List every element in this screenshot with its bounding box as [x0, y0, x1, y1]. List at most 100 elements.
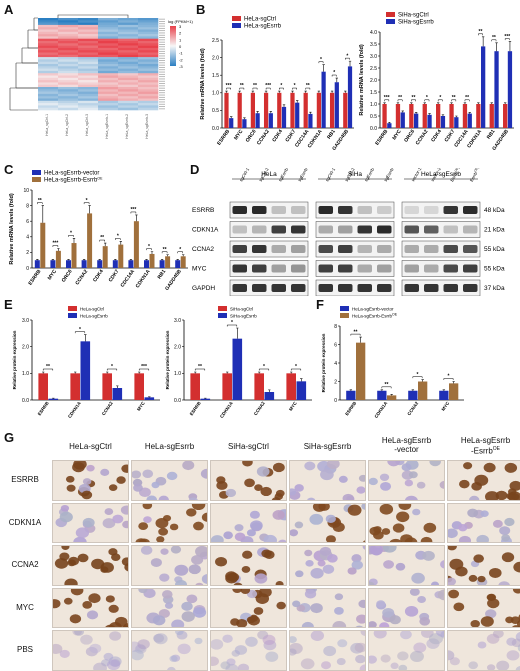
error-bar	[160, 259, 164, 261]
significance-bracket	[350, 333, 361, 336]
heatmap-cell	[138, 75, 159, 79]
heatmap-cell	[118, 41, 139, 44]
bar	[254, 373, 264, 400]
ihc-image	[289, 545, 366, 586]
significance-label: **	[46, 364, 50, 370]
heatmap-cell	[138, 84, 159, 88]
significance-bracket	[265, 87, 271, 90]
y-axis-label: Relative mRNA levels (fold)	[359, 44, 365, 115]
chart-e-right-svg: 0.0 1.0 2.0 3.0 Relative protein expression *…	[165, 306, 312, 419]
significance-label: *	[280, 83, 282, 89]
bar	[180, 256, 186, 268]
bar	[439, 390, 449, 400]
heatmap-cell	[58, 57, 79, 60]
heatmap-cell	[38, 96, 59, 99]
category-label: CDK4	[271, 129, 284, 144]
error-bar	[106, 371, 109, 374]
heatmap-cell	[118, 20, 139, 23]
chart-e-left-svg: 0.0 1.0 2.0 3.0 Relative protein expression *…	[12, 306, 160, 419]
ihc-image	[368, 630, 445, 671]
heatmap-cell	[138, 50, 159, 53]
category-label: ESRRB	[344, 400, 358, 416]
error-bar	[103, 242, 107, 247]
bar	[422, 104, 427, 128]
significance-bracket	[239, 87, 245, 90]
significance-label: **	[253, 83, 257, 89]
heatmap-cell	[58, 52, 79, 56]
ihc-image	[131, 502, 208, 543]
ihc-image	[447, 630, 520, 671]
heatmap-cell	[118, 54, 139, 58]
bar	[87, 213, 93, 268]
blot-band	[318, 206, 333, 214]
significance-label: *	[70, 231, 72, 237]
significance-bracket	[331, 74, 337, 77]
heatmap-cell	[118, 29, 139, 33]
y-tick-label: 2.0	[174, 344, 181, 350]
y-tick-label: 2.0	[22, 344, 29, 350]
error-bar	[390, 394, 393, 396]
heatmap-cell	[78, 57, 99, 60]
bar	[507, 51, 513, 129]
blot-band	[424, 264, 439, 273]
heatmap-cell	[98, 29, 119, 33]
error-bar	[230, 116, 233, 119]
error-bar	[51, 259, 55, 261]
y-tick-label: 3.5	[370, 42, 377, 48]
heatmap-legend-bar	[170, 26, 176, 66]
heatmap-cell	[98, 47, 119, 51]
legend-swatch	[386, 19, 395, 24]
heatmap-cell	[138, 18, 159, 21]
y-tick-label: 1.0	[22, 371, 29, 377]
heatmap-cell	[118, 45, 139, 49]
category-label: CCNA2	[74, 269, 89, 287]
blot-band	[377, 264, 392, 273]
heatmap-cell	[98, 45, 119, 49]
bar	[70, 373, 80, 400]
category-label: MYC	[288, 400, 298, 412]
heatmap-cell	[118, 34, 139, 37]
bar	[395, 104, 401, 128]
ihc-row-label: ESRRB	[11, 475, 39, 485]
y-tick-label: 1.5	[370, 90, 377, 96]
error-bar	[330, 90, 334, 93]
blot-row-frame	[401, 221, 481, 238]
bar	[462, 104, 468, 128]
error-bar	[383, 102, 386, 104]
heatmap-cell	[78, 84, 99, 88]
significance-label: *	[417, 372, 419, 378]
bar	[144, 260, 149, 268]
heatmap-cell	[38, 105, 59, 108]
heatmap-cell	[38, 59, 59, 62]
error-bar	[411, 389, 415, 391]
significance-label: ***	[384, 95, 390, 101]
heatmap-cell	[78, 59, 99, 62]
error-bar	[304, 90, 307, 93]
heatmap-cell	[78, 29, 99, 33]
heatmap-cell	[38, 31, 59, 35]
error-bar	[282, 104, 286, 107]
heatmap-column-label: HeLa_sgEsrrb-2	[125, 114, 129, 139]
bar	[408, 390, 418, 400]
blot-group-label: HeLa-sgEsrrb	[421, 171, 461, 178]
error-bar	[348, 60, 352, 67]
blot-group-label: HeLa	[261, 171, 277, 178]
ihc-image	[368, 460, 445, 501]
heatmap-cell	[118, 87, 139, 90]
blot-size-label: 55 kDa	[484, 246, 505, 253]
heatmap-cell	[58, 18, 79, 21]
chart-b-left: 0.0 0.5 1.0 1.5 2.0 2.5 Relative mRNA levels (…	[196, 10, 358, 162]
significance-bracket	[37, 202, 43, 205]
significance-bracket	[74, 331, 86, 334]
heatmap-cell	[138, 103, 159, 106]
bar	[34, 260, 40, 268]
significance-bracket	[115, 238, 121, 240]
error-bar	[74, 371, 77, 374]
bar	[436, 104, 441, 128]
heatmap-legend-tick: 1	[179, 37, 182, 42]
category-label: MYC	[47, 268, 59, 281]
heatmap-cell	[118, 31, 139, 35]
error-bar	[181, 254, 185, 257]
y-tick-label: 1.0	[370, 102, 377, 108]
blot-lane-label: sgEsrrb-2	[383, 168, 397, 183]
